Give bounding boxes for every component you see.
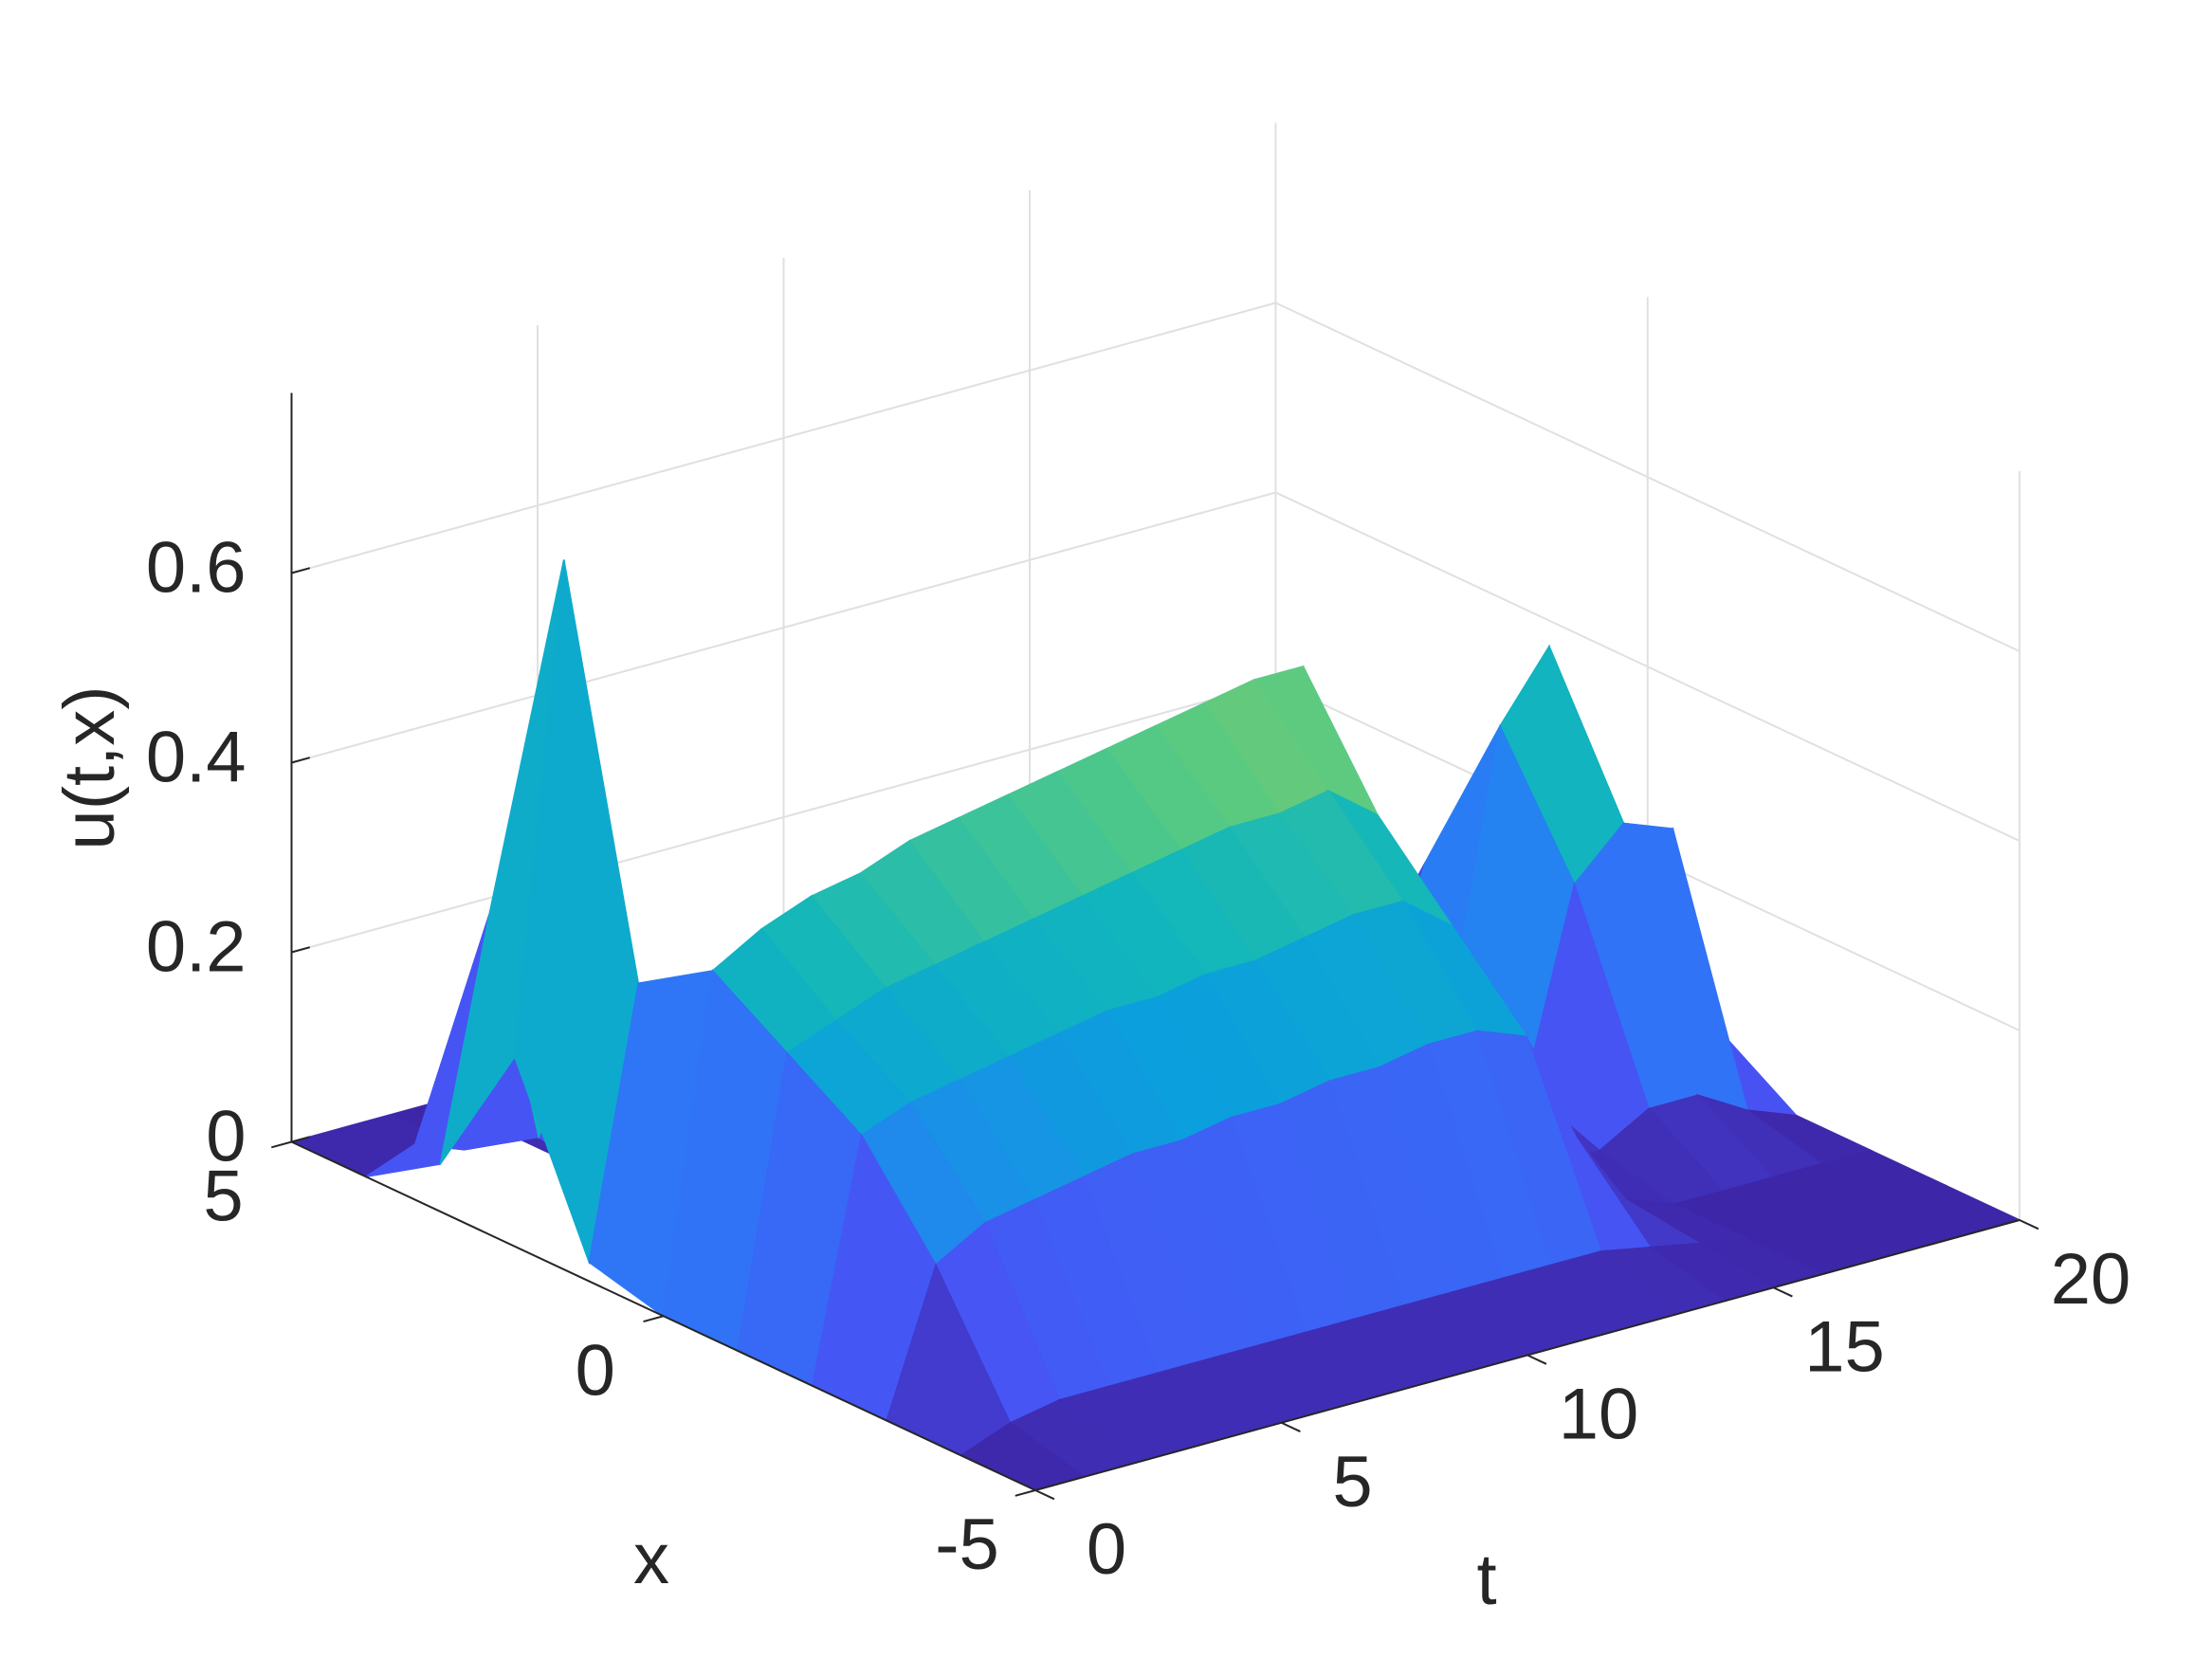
x-tick <box>2019 1219 2039 1231</box>
x-tick <box>1034 1489 1055 1501</box>
z-tick-label: 0 <box>206 1097 246 1177</box>
z-tick <box>291 1136 311 1143</box>
x-tick-label: 0 <box>1087 1509 1126 1590</box>
y-tick <box>271 1140 292 1149</box>
z-tick <box>291 567 311 574</box>
x-axis-label: t <box>1476 1540 1496 1620</box>
grid-line <box>291 681 1276 954</box>
y-tick <box>643 1315 665 1323</box>
x-tick <box>1281 1421 1301 1432</box>
y-axis-label: x <box>633 1519 669 1599</box>
z-tick <box>291 946 311 954</box>
y-tick-label: 0 <box>576 1330 615 1411</box>
z-tick <box>291 757 311 764</box>
x-tick <box>1526 1354 1547 1365</box>
grid-line <box>291 491 1276 764</box>
z-tick-label: 0.4 <box>146 718 247 798</box>
grid-line <box>1275 491 2020 842</box>
x-tick-label: 10 <box>1559 1375 1639 1455</box>
x-tick-label: 20 <box>2051 1239 2131 1320</box>
x-tick-label: 15 <box>1804 1306 1885 1387</box>
y-tick-label: 5 <box>203 1157 243 1237</box>
surface <box>289 559 2022 1491</box>
z-axis-label: u(t,x) <box>49 685 130 849</box>
y-tick <box>1015 1489 1036 1497</box>
z-tick-label: 0.2 <box>146 907 247 988</box>
z-tick-label: 0.6 <box>146 528 247 609</box>
y-tick-label: -5 <box>935 1504 999 1585</box>
x-tick <box>1773 1286 1793 1298</box>
grid-line <box>291 301 1276 574</box>
x-tick-label: 5 <box>1332 1442 1372 1522</box>
grid-line <box>1275 301 2020 652</box>
